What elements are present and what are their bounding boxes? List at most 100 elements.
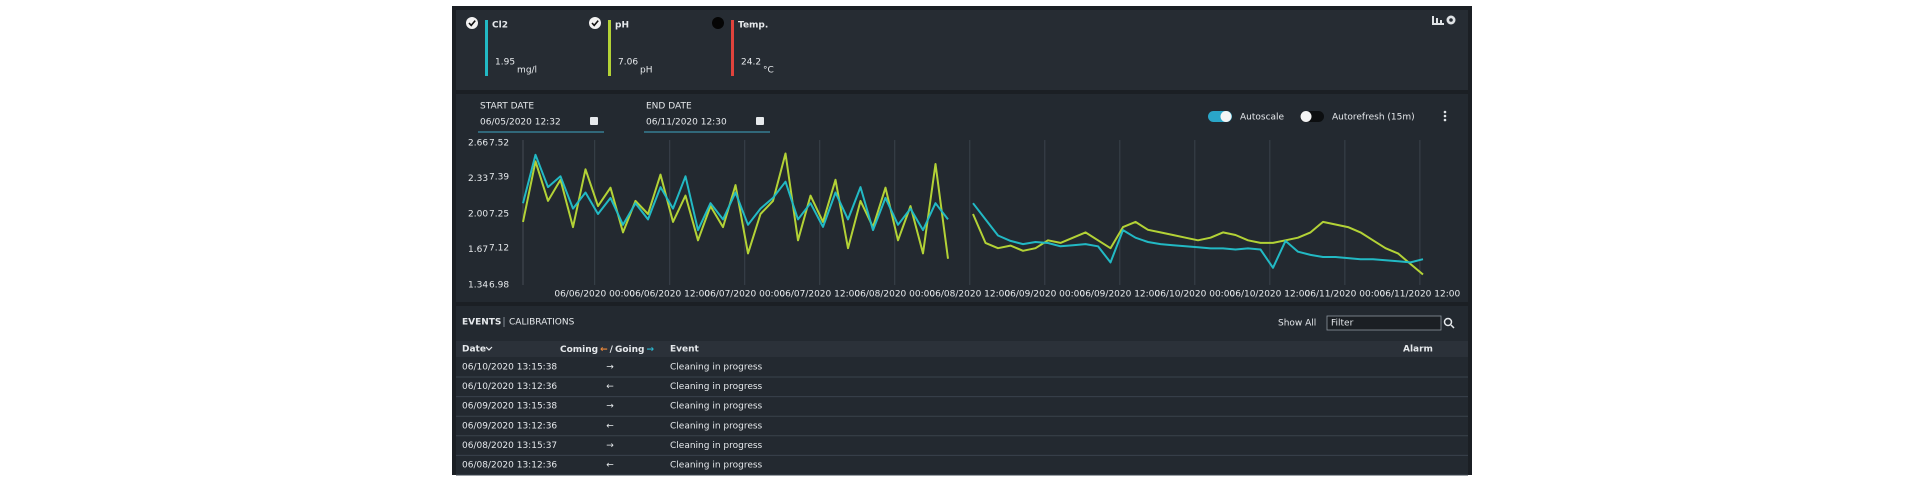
event-row[interactable]: 06/08/2020 13:15:37 → Cleaning in progress xyxy=(456,441,1468,456)
y-tick-label: 1.34 xyxy=(468,281,488,291)
sensor-checkbox[interactable] xyxy=(466,17,478,29)
event-text: Cleaning in progress xyxy=(670,461,763,471)
date-value: 06/05/2020 12:32 xyxy=(480,118,561,128)
search-handle xyxy=(1450,324,1455,329)
sensor-bar xyxy=(456,10,1468,90)
col-part: ← xyxy=(600,345,608,355)
event-row[interactable]: 06/08/2020 13:12:36 ← Cleaning in progress xyxy=(456,461,1468,476)
date-field[interactable]: START DATE 06/05/2020 12:32 xyxy=(478,102,604,133)
filter-placeholder: Filter xyxy=(1331,319,1354,329)
event-direction: → xyxy=(606,441,614,451)
event-date: 06/10/2020 13:12:36 xyxy=(462,382,557,392)
y2-tick-label: 7.25 xyxy=(489,210,509,220)
tab-calibrations[interactable]: CALIBRATIONS xyxy=(509,318,575,328)
toggle[interactable]: Autoscale xyxy=(1208,111,1285,123)
chart-panel xyxy=(456,94,1468,302)
event-date: 06/08/2020 13:15:37 xyxy=(462,441,557,451)
sensor-color-bar xyxy=(731,20,734,76)
col-date[interactable]: Date xyxy=(462,345,486,355)
y-tick-label: 2.00 xyxy=(468,210,488,220)
col-part: → xyxy=(646,345,654,355)
y2-tick-label: 6.98 xyxy=(489,281,509,291)
sensor-value: 24.2 xyxy=(741,58,761,68)
y2-tick-label: 7.52 xyxy=(489,139,509,149)
toggle-label: Autoscale xyxy=(1240,113,1285,123)
x-tick-label: 06/07/2020 00:00 xyxy=(704,290,785,300)
x-tick-label: 06/11/2020 12:00 xyxy=(1380,290,1461,300)
show-all[interactable]: Show All xyxy=(1278,319,1316,329)
toggle[interactable]: Autorefresh (15m) xyxy=(1300,111,1415,123)
x-tick-label: 06/06/2020 00:00 xyxy=(554,290,635,300)
search-icon[interactable] xyxy=(1443,317,1453,327)
table-header xyxy=(456,341,1468,357)
x-tick-label: 06/10/2020 12:00 xyxy=(1230,290,1311,300)
col-coming-going: Coming ← / Going → xyxy=(560,345,654,355)
icon-part xyxy=(1432,16,1434,25)
event-text: Cleaning in progress xyxy=(670,363,763,373)
event-direction: → xyxy=(606,402,614,412)
x-tick-label: 06/09/2020 00:00 xyxy=(1004,290,1085,300)
date-field[interactable]: END DATE 06/11/2020 12:30 xyxy=(644,102,770,133)
tab-events[interactable]: EVENTS xyxy=(462,318,501,328)
x-tick-label: 06/11/2020 00:00 xyxy=(1305,290,1386,300)
icon-part xyxy=(1440,20,1442,24)
dot xyxy=(1443,110,1447,114)
sensor-unit: °C xyxy=(763,66,774,76)
filter-input[interactable] xyxy=(1326,315,1442,331)
x-tick-label: 06/08/2020 12:00 xyxy=(929,290,1010,300)
kebab-menu[interactable] xyxy=(1443,110,1447,122)
sensor-color-bar xyxy=(485,20,488,76)
toggle-knob xyxy=(1300,111,1312,122)
check-mark xyxy=(591,20,599,27)
check-mark xyxy=(468,20,476,27)
sensor-color-bar xyxy=(608,20,611,76)
event-direction: ← xyxy=(606,382,614,392)
col-alarm: Alarm xyxy=(1403,345,1433,355)
y2-tick-label: 7.12 xyxy=(489,244,509,254)
sensor-name: Temp. xyxy=(738,21,768,31)
event-text: Cleaning in progress xyxy=(670,421,763,431)
col-part: Coming xyxy=(560,345,598,355)
settings-icons[interactable] xyxy=(1432,15,1456,26)
event-direction: ← xyxy=(606,461,614,471)
sensor[interactable]: Temp. 24.2°C xyxy=(712,17,774,76)
sensor-name: Cl2 xyxy=(492,21,508,31)
sensor-checkbox[interactable] xyxy=(712,17,724,29)
data-line xyxy=(522,153,1424,269)
y-tick-label: 2.33 xyxy=(468,174,488,184)
date-label: START DATE xyxy=(480,102,534,112)
date-value: 06/11/2020 12:30 xyxy=(646,118,727,128)
toggle-label: Autorefresh (15m) xyxy=(1332,113,1415,123)
y-tick-label: 1.67 xyxy=(468,245,488,255)
sensor-unit: mg/l xyxy=(517,66,537,76)
event-row[interactable]: 06/09/2020 13:12:36 ← Cleaning in progress xyxy=(456,421,1468,437)
sort-arrow xyxy=(485,346,493,351)
event-date: 06/10/2020 13:15:38 xyxy=(462,363,557,373)
event-row[interactable]: 06/10/2020 13:12:36 ← Cleaning in progress xyxy=(456,382,1468,398)
calendar-icon xyxy=(590,117,598,125)
event-row[interactable]: 06/10/2020 13:15:38 → Cleaning in progress xyxy=(456,363,1468,378)
event-text: Cleaning in progress xyxy=(670,441,763,451)
event-row[interactable]: 06/09/2020 13:15:38 → Cleaning in progress xyxy=(456,402,1468,417)
icon-part xyxy=(1436,18,1438,24)
event-text: Cleaning in progress xyxy=(670,382,763,392)
x-tick-label: 06/06/2020 12:00 xyxy=(629,290,710,300)
dot xyxy=(1443,118,1447,122)
event-date: 06/09/2020 13:15:38 xyxy=(462,402,557,412)
sensor-value: 1.95 xyxy=(495,58,515,68)
sensor-value: 7.06 xyxy=(618,58,638,68)
col-event: Event xyxy=(670,345,700,355)
events-panel xyxy=(456,306,1468,475)
event-text: Cleaning in progress xyxy=(670,402,763,412)
col-part: / xyxy=(610,345,614,355)
x-tick-label: 06/07/2020 12:00 xyxy=(779,290,860,300)
x-tick-label: 06/10/2020 00:00 xyxy=(1154,290,1235,300)
y2-tick-label: 7.39 xyxy=(489,173,509,183)
col-part: Going xyxy=(615,345,645,355)
sensor-checkbox[interactable] xyxy=(589,17,601,29)
data-line xyxy=(522,152,1424,276)
toggle-knob xyxy=(1220,111,1232,122)
sensor-name: pH xyxy=(615,21,629,31)
